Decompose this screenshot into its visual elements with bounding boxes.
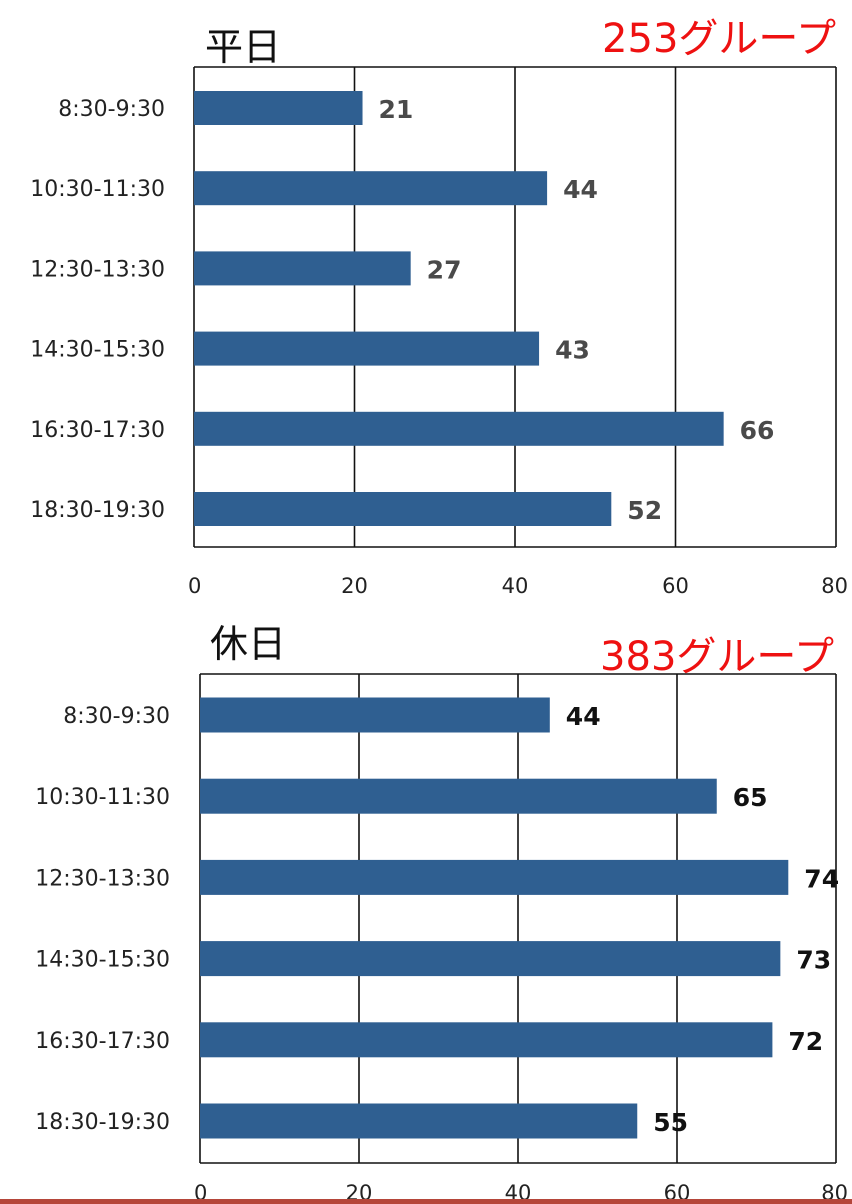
weekday-value-label: 43 bbox=[555, 336, 590, 365]
holiday-x-tick-label: 20 bbox=[346, 1181, 373, 1204]
holiday-plot-area: 8:30-9:30 44 10:30-11:30 65 12:30-13:30 74 14:… bbox=[35, 673, 848, 1204]
weekday-x-tick-label: 0 bbox=[188, 574, 201, 598]
weekday-category-label: 8:30-9:30 bbox=[58, 97, 165, 122]
holiday-value-label: 55 bbox=[653, 1108, 688, 1137]
holiday-bar bbox=[200, 1103, 638, 1139]
weekday-category-label: 10:30-11:30 bbox=[30, 177, 165, 202]
weekday-chart: 平日 253グループ 8:30-9:30 21 10:30-11:30 44 12:30… bbox=[30, 16, 848, 598]
holiday-category-label: 18:30-19:30 bbox=[35, 1110, 170, 1135]
holiday-bar bbox=[200, 778, 717, 814]
holiday-value-label: 72 bbox=[788, 1027, 823, 1056]
weekday-value-label: 44 bbox=[563, 175, 598, 204]
weekday-chart-title: 平日 bbox=[205, 25, 281, 69]
weekday-plot-area: 8:30-9:30 21 10:30-11:30 44 12:30-13:30 27 14:… bbox=[30, 66, 848, 598]
holiday-bar bbox=[200, 859, 789, 895]
holiday-category-label: 12:30-13:30 bbox=[35, 866, 170, 891]
holiday-chart: 休日 383グループ 8:30-9:30 44 10:30-11:30 65 12:30… bbox=[35, 622, 848, 1204]
holiday-x-tick-label: 80 bbox=[821, 1181, 848, 1204]
weekday-category-label: 14:30-15:30 bbox=[30, 338, 165, 363]
weekday-bar bbox=[194, 251, 411, 286]
weekday-value-label: 27 bbox=[427, 255, 462, 284]
weekday-group-count: 253グループ bbox=[602, 16, 836, 62]
holiday-bar bbox=[200, 941, 781, 977]
weekday-x-tick-label: 20 bbox=[341, 574, 368, 598]
holiday-category-label: 16:30-17:30 bbox=[35, 1029, 170, 1054]
weekday-x-tick-label: 40 bbox=[502, 574, 529, 598]
weekday-category-label: 12:30-13:30 bbox=[30, 257, 165, 282]
holiday-category-label: 14:30-15:30 bbox=[35, 948, 170, 973]
bottom-accent-rule bbox=[0, 1199, 852, 1204]
holiday-chart-title: 休日 bbox=[210, 622, 286, 666]
weekday-value-label: 52 bbox=[627, 496, 662, 525]
weekday-value-label: 66 bbox=[740, 416, 775, 445]
weekday-bar bbox=[194, 411, 724, 446]
weekday-category-label: 16:30-17:30 bbox=[30, 418, 165, 443]
holiday-category-label: 8:30-9:30 bbox=[63, 704, 170, 729]
weekday-bar bbox=[194, 492, 612, 526]
holiday-x-tick-label: 60 bbox=[664, 1181, 691, 1204]
holiday-value-label: 65 bbox=[733, 783, 768, 812]
holiday-group-count: 383グループ bbox=[600, 634, 834, 680]
holiday-value-label: 44 bbox=[566, 702, 601, 731]
weekday-x-tick-label: 80 bbox=[821, 574, 848, 598]
weekday-category-label: 18:30-19:30 bbox=[30, 498, 165, 523]
holiday-x-tick-label: 0 bbox=[194, 1181, 207, 1204]
weekday-x-tick-label: 60 bbox=[662, 574, 689, 598]
weekday-value-label: 21 bbox=[379, 95, 414, 124]
weekday-bar bbox=[194, 331, 540, 366]
holiday-x-tick-label: 40 bbox=[505, 1181, 532, 1204]
holiday-category-label: 10:30-11:30 bbox=[35, 785, 170, 810]
weekday-bar bbox=[194, 171, 548, 206]
weekday-bar bbox=[194, 91, 363, 125]
holiday-bar bbox=[200, 1022, 773, 1058]
holiday-value-label: 73 bbox=[796, 946, 831, 975]
holiday-bar bbox=[200, 697, 550, 733]
holiday-value-label: 74 bbox=[804, 864, 839, 893]
